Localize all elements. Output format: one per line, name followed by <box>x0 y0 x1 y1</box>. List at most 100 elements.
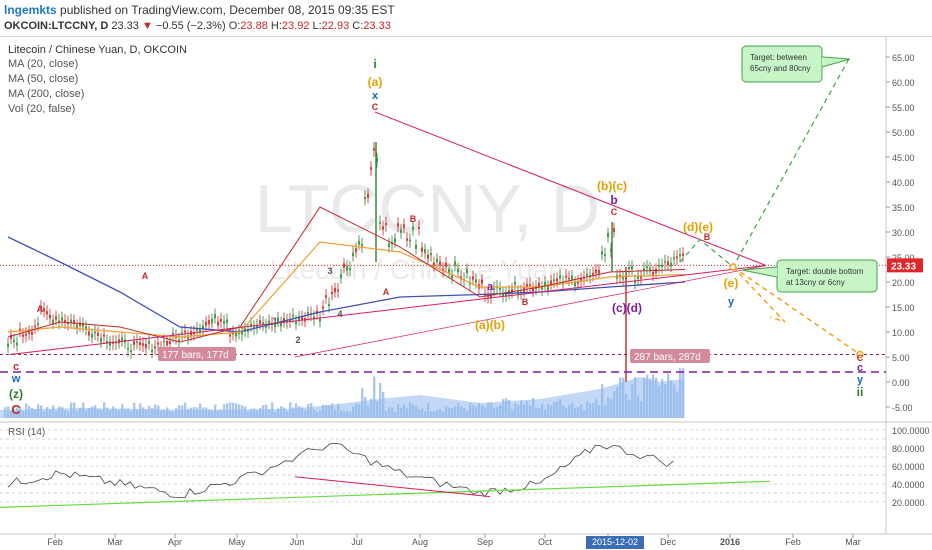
candle-body <box>526 283 528 288</box>
candle-body <box>664 261 666 263</box>
candle-body <box>283 318 285 323</box>
candle-body <box>538 282 540 287</box>
candle-body <box>679 253 681 257</box>
candle-body <box>52 319 54 324</box>
rsi-tick-label: 60.0000 <box>892 462 925 472</box>
rsi-divergence-line <box>294 476 491 498</box>
candle-body <box>604 254 606 256</box>
axes: 65.0060.0055.0050.0045.0040.0035.0030.00… <box>47 53 930 549</box>
wave-sublabel: 1 <box>272 316 277 326</box>
price-tick-label: 0.00 <box>892 378 910 388</box>
candle-body <box>265 324 267 328</box>
candle-body <box>319 318 321 322</box>
candle-body <box>145 344 147 349</box>
candle-body <box>256 324 258 328</box>
wave-label: C <box>11 402 21 417</box>
chart-canvas[interactable]: LTCCNY, D Litecoin / Chinese Yuan 177 ba… <box>0 37 932 550</box>
wave-sublabel: 2 <box>295 335 300 345</box>
candle-body <box>385 223 387 226</box>
candle-body <box>139 341 141 346</box>
candle-body <box>646 266 648 269</box>
candle-body <box>529 284 531 286</box>
candle-body <box>16 342 18 346</box>
target-callout-text: Target: between <box>750 53 807 62</box>
candle-body <box>166 340 168 346</box>
wave-label: (b)(c) <box>597 179 627 193</box>
candle-body <box>634 281 636 283</box>
candle-body <box>244 328 246 332</box>
wave-label: (d)(e) <box>683 220 713 234</box>
candle-body <box>46 311 48 315</box>
measure-label: 287 bars, 287d <box>634 352 701 363</box>
rsi-tick-label: 80.0000 <box>892 444 925 454</box>
wave-label: C <box>857 353 864 363</box>
candle-body <box>334 287 336 293</box>
candle-body <box>649 267 651 272</box>
candle-body <box>82 323 84 327</box>
legend-ma200[interactable]: MA (200, close) <box>8 88 84 100</box>
candle-body <box>169 341 171 345</box>
candle-body <box>433 262 435 266</box>
candle-body <box>220 318 222 322</box>
candle-body <box>409 239 411 242</box>
author-link[interactable]: lngemkts <box>4 3 57 17</box>
candle-body <box>259 320 261 325</box>
ma50-line <box>7 241 686 338</box>
legend-volume[interactable]: Vol (20, false) <box>8 103 75 115</box>
candle-body <box>676 256 678 259</box>
candle-body <box>289 319 291 322</box>
bearish-projection-1 <box>732 266 786 323</box>
candle-body <box>187 335 189 339</box>
candle-body <box>451 273 453 279</box>
candle-body <box>91 334 93 338</box>
candle-body <box>142 343 144 346</box>
wave-label: a <box>487 281 494 293</box>
price-tick-label: 30.00 <box>892 228 915 238</box>
candle-body <box>424 249 426 254</box>
wave-label: x <box>372 90 379 102</box>
wave-label: c <box>13 361 19 373</box>
price-tick-label: 15.00 <box>892 303 915 313</box>
candle-body <box>100 338 102 343</box>
wave-label: i <box>373 57 376 71</box>
candle-body <box>217 321 219 326</box>
candle-body <box>148 340 150 344</box>
candle-body <box>352 252 354 257</box>
candle-body <box>280 322 282 327</box>
price-tick-label: 25.00 <box>892 253 915 263</box>
candle-body <box>229 334 231 337</box>
wave-sublabel: B <box>522 297 529 307</box>
candle-body <box>376 158 378 163</box>
wave-sublabel: 3 <box>327 266 332 276</box>
candle-body <box>421 247 423 252</box>
legend-ma50[interactable]: MA (50, close) <box>8 73 78 85</box>
wave-label: (z) <box>9 387 23 401</box>
price-change: −0.55 (−2.3%) <box>155 20 226 32</box>
candle-body <box>349 267 351 270</box>
high-value: 23.92 <box>281 20 310 32</box>
candle-body <box>340 274 342 279</box>
candle-body <box>34 325 36 328</box>
candle-body <box>121 337 123 342</box>
wave-label: C <box>372 102 379 112</box>
candle-body <box>430 253 432 256</box>
candle-body <box>43 308 45 312</box>
candle-body <box>631 266 633 270</box>
down-arrow-icon: ▼ <box>141 20 153 32</box>
candle-body <box>670 262 672 267</box>
candle-body <box>460 276 462 280</box>
legend-ma20[interactable]: MA (20, close) <box>8 58 78 70</box>
candle-body <box>652 272 654 276</box>
candle-body <box>25 333 27 336</box>
candle-body <box>595 269 597 274</box>
wave-sublabel: B <box>410 214 417 224</box>
price-tick-label: 65.00 <box>892 53 915 63</box>
time-label: Sep <box>477 537 493 547</box>
wave-sublabel: 4 <box>337 309 342 319</box>
candle-body <box>502 293 504 297</box>
candle-body <box>106 341 108 344</box>
last-price-badge <box>887 258 923 273</box>
price-pane[interactable] <box>0 37 886 422</box>
wave-label: (a) <box>368 75 383 89</box>
measure-label: 177 bars, 177d <box>162 350 229 361</box>
